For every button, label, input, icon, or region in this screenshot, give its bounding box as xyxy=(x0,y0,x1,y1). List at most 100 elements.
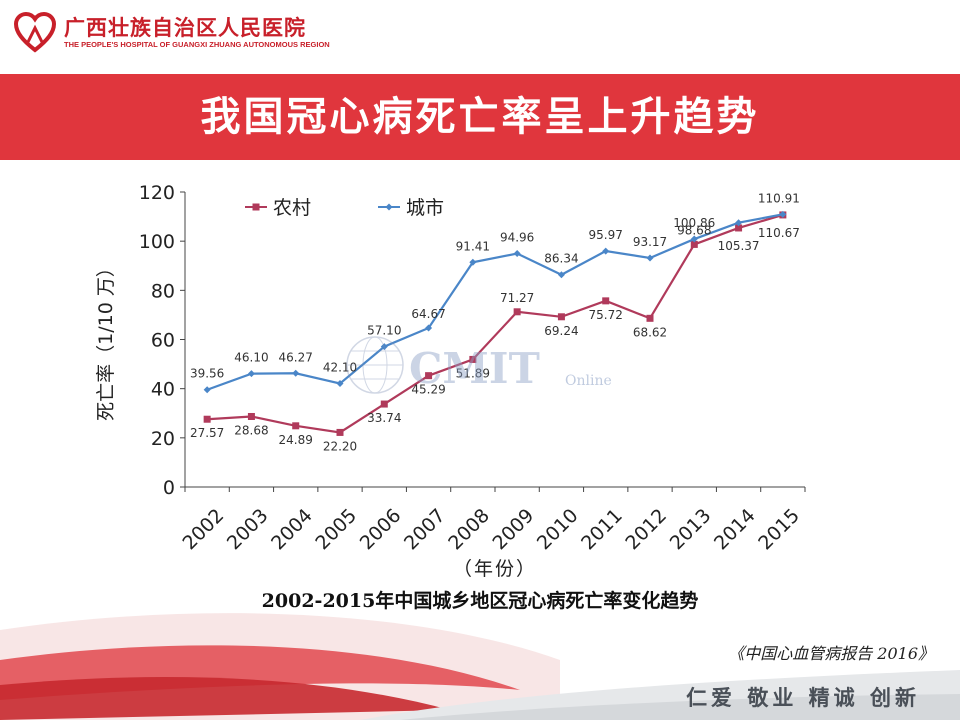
data-label-urban: 100.86 xyxy=(673,216,715,230)
watermark: CMIT Online xyxy=(346,336,612,394)
data-point-rural xyxy=(690,240,698,248)
data-point-rural xyxy=(380,400,388,408)
chart-legend: 农村 城市 xyxy=(245,197,444,219)
x-tick-label: 2011 xyxy=(577,505,627,555)
x-tick-label: 2002 xyxy=(179,505,229,555)
legend-label-rural: 农村 xyxy=(273,197,311,219)
y-axis-label: 死亡率（1/10 万） xyxy=(95,258,117,421)
source-citation: 《中国心血管病报告 2016》 xyxy=(728,644,934,663)
data-label-rural: 22.20 xyxy=(323,439,357,453)
data-point-urban xyxy=(336,380,344,388)
page-title: 我国冠心病死亡率呈上升趋势 xyxy=(200,94,760,140)
data-point-rural xyxy=(646,314,654,322)
data-label-urban: 93.17 xyxy=(633,235,667,249)
hospital-name-cn: 广西壮族自治区人民医院 xyxy=(64,16,306,40)
data-label-rural: 69.24 xyxy=(544,324,578,338)
series-line-urban xyxy=(206,213,784,391)
chart-caption: 2002-2015年中国城乡地区冠心病死亡率变化趋势 xyxy=(261,590,699,612)
chart-series xyxy=(203,210,787,436)
data-label-urban: 94.96 xyxy=(500,231,534,245)
hospital-name-en: THE PEOPLE'S HOSPITAL OF GUANGXI ZHUANG … xyxy=(64,40,330,49)
globe-icon xyxy=(346,336,404,394)
x-tick-label: 2014 xyxy=(710,505,760,555)
data-label-rural: 33.74 xyxy=(367,411,401,425)
data-point-rural xyxy=(513,308,521,316)
data-point-rural xyxy=(336,428,344,436)
x-tick-label: 2005 xyxy=(311,505,361,555)
data-label-urban: 42.10 xyxy=(323,361,357,375)
x-tick-label: 2007 xyxy=(400,505,450,555)
chart-data-labels: 27.57 39.56 28.68 46.10 24.89 46.27 22.20 42.10… xyxy=(190,191,800,453)
line-chart: 0204060801001202002200320042005200620072… xyxy=(95,182,806,580)
data-point-urban xyxy=(557,271,565,279)
data-point-urban xyxy=(380,343,388,351)
data-label-urban: 39.56 xyxy=(190,367,224,381)
data-label-rural: 45.29 xyxy=(411,383,445,397)
x-tick-label: 2004 xyxy=(267,505,317,555)
data-point-urban xyxy=(469,258,477,266)
data-point-rural xyxy=(735,224,743,232)
data-point-urban xyxy=(425,324,433,332)
data-label-urban: 95.97 xyxy=(589,228,623,242)
y-tick-label: 40 xyxy=(151,379,175,401)
footer-decoration xyxy=(0,613,960,720)
data-label-rural: 75.72 xyxy=(589,308,623,322)
y-tick-label: 0 xyxy=(163,477,175,499)
x-tick-label: 2013 xyxy=(666,505,716,555)
data-label-rural: 27.57 xyxy=(190,426,224,440)
x-tick-label: 2008 xyxy=(444,505,494,555)
x-tick-label: 2009 xyxy=(489,505,539,555)
series-line-rural xyxy=(207,213,784,434)
data-label-rural: 68.62 xyxy=(633,325,667,339)
x-tick-label: 2010 xyxy=(533,505,583,555)
data-point-rural xyxy=(469,355,477,363)
data-label-rural: 24.89 xyxy=(279,433,313,447)
data-point-rural xyxy=(557,313,565,321)
data-point-rural xyxy=(247,412,255,420)
y-tick-label: 80 xyxy=(151,280,175,302)
data-label-urban: 64.67 xyxy=(411,307,445,321)
y-tick-label: 60 xyxy=(151,330,175,352)
data-label-rural: 71.27 xyxy=(500,291,534,305)
heart-ribbon-icon xyxy=(13,11,57,53)
data-point-urban xyxy=(292,369,300,377)
y-tick-label: 20 xyxy=(151,428,175,450)
data-label-rural: 28.68 xyxy=(234,423,268,437)
data-label-urban: 110.91 xyxy=(758,191,800,205)
data-label-urban: 86.34 xyxy=(544,252,578,266)
data-point-urban xyxy=(513,250,521,258)
data-label-urban: 91.41 xyxy=(456,239,490,253)
watermark-sub: Online xyxy=(565,373,612,389)
data-point-rural xyxy=(425,372,433,380)
legend-label-urban: 城市 xyxy=(406,197,444,219)
data-point-urban xyxy=(247,370,255,378)
data-label-urban: 57.10 xyxy=(367,324,401,338)
x-tick-label: 2015 xyxy=(754,505,804,555)
x-tick-label: 2003 xyxy=(223,505,273,555)
legend-marker-urban xyxy=(385,203,393,211)
watermark-main: CMIT xyxy=(409,344,540,393)
y-tick-label: 120 xyxy=(139,182,175,204)
data-point-urban xyxy=(602,247,610,255)
legend-marker-rural xyxy=(252,203,260,211)
x-tick-label: 2012 xyxy=(621,505,671,555)
data-label-urban: 46.10 xyxy=(234,351,268,365)
data-label-rural: 110.67 xyxy=(758,226,800,240)
data-point-urban xyxy=(690,235,698,243)
data-point-rural xyxy=(292,422,300,430)
data-label-rural: 98.68 xyxy=(677,223,711,237)
data-label-urban: 46.27 xyxy=(279,350,313,364)
data-point-rural xyxy=(602,297,610,305)
x-tick-label: 2006 xyxy=(356,505,406,555)
data-point-urban xyxy=(203,386,211,394)
x-axis-label: （年份） xyxy=(453,558,537,580)
hospital-slogan: 仁爱 敬业 精诚 创新 xyxy=(686,686,920,710)
title-band: 我国冠心病死亡率呈上升趋势 xyxy=(0,74,960,160)
data-label-rural: 105.37 xyxy=(718,239,760,253)
data-point-urban xyxy=(779,210,787,218)
data-point-rural xyxy=(203,415,211,423)
data-point-urban xyxy=(646,254,654,262)
header: 广西壮族自治区人民医院 THE PEOPLE'S HOSPITAL OF GUA… xyxy=(0,0,960,74)
y-tick-label: 100 xyxy=(139,231,175,253)
data-point-urban xyxy=(735,219,743,227)
